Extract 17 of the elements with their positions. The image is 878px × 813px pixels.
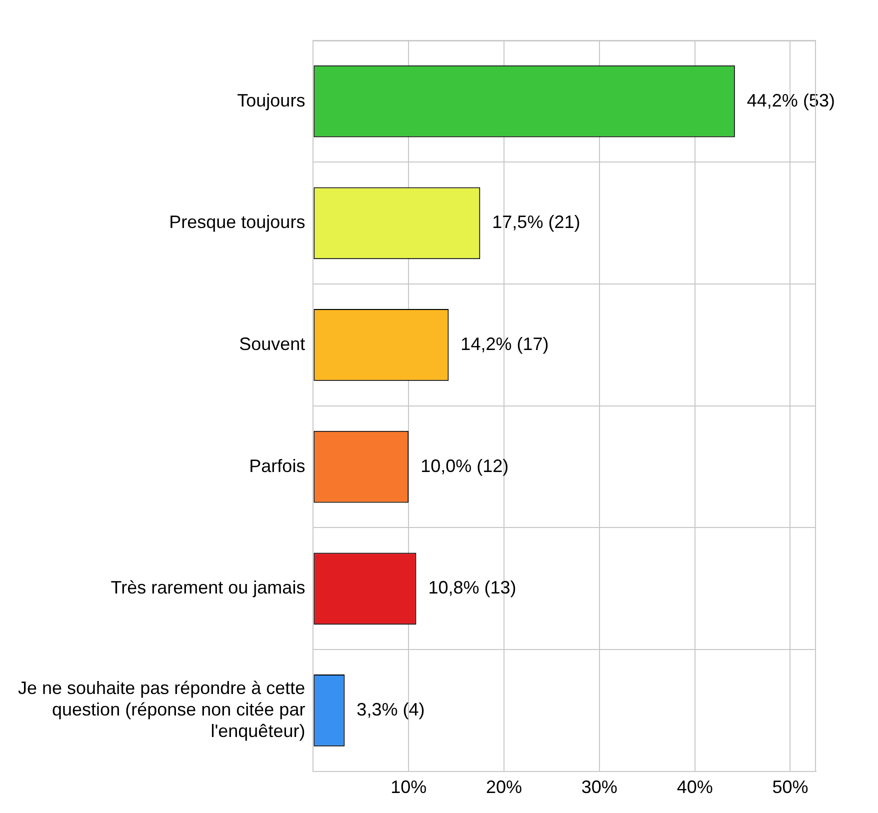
y-tick-label: Très rarement ou jamais [110, 578, 306, 598]
y-tick-label: Parfois [249, 456, 306, 476]
x-tick-label: 10% [390, 777, 427, 798]
data-label: 44,2% (53) [746, 90, 835, 110]
data-label: 3,3% (4) [356, 699, 425, 720]
data-label: 14,2% (17) [460, 334, 549, 354]
y-tick-label: Toujours [237, 90, 306, 110]
x-tick-label: 40% [676, 777, 713, 798]
data-label: 17,5% (21) [492, 212, 580, 232]
y-tick-label: Souvent [239, 334, 306, 354]
y-tick-label: Presque toujours [169, 212, 306, 232]
data-label: 10,0% (12) [420, 456, 509, 476]
x-tick-label: 20% [486, 777, 522, 798]
x-tick-label: 50% [772, 777, 808, 798]
y-tick-label: Je ne souhaite pas répondre à cette question (réponse non citée par l'enquêteur) [18, 678, 306, 742]
x-tick-label: 30% [581, 777, 618, 798]
data-label: 10,8% (13) [428, 578, 516, 598]
